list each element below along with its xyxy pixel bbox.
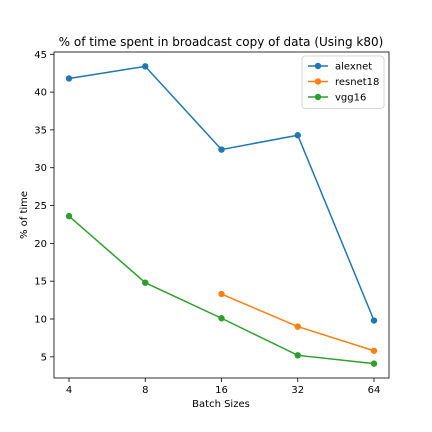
series-line (221, 293, 375, 352)
data-point (218, 146, 225, 153)
data-point (294, 323, 301, 330)
y-axis-title: % of time (19, 191, 30, 239)
legend-item-resnet18: resnet18 (308, 77, 379, 88)
y-tick-label: 25 (34, 201, 47, 212)
data-point (65, 75, 73, 82)
legend-marker (314, 78, 322, 85)
y-axis: 5 10 15 20 25 30 35 40 45 (34, 50, 54, 363)
legend: alexnet resnet18 vgg16 (301, 55, 385, 109)
data-point (370, 347, 378, 354)
data-point (370, 317, 378, 324)
data-point (370, 360, 378, 367)
series-alexnet (65, 63, 378, 324)
y-tick-label: 35 (34, 125, 47, 136)
legend-item-vgg16: vgg16 (308, 93, 366, 104)
y-tick-label: 10 (34, 315, 47, 326)
data-point (218, 315, 225, 322)
data-point (294, 352, 301, 359)
series-vgg16 (65, 212, 378, 367)
x-axis: 4 8 16 32 64 (66, 378, 381, 396)
chart-title: % of time spent in broadcast copy of dat… (59, 35, 384, 49)
x-tick-label: 8 (142, 385, 148, 396)
series-resnet18 (218, 290, 378, 354)
series-layer (65, 63, 378, 367)
data-point (142, 63, 149, 70)
legend-label: resnet18 (335, 77, 379, 88)
legend-item-alexnet: alexnet (308, 62, 372, 73)
y-tick-label: 20 (34, 239, 47, 250)
y-tick-label: 5 (41, 352, 47, 363)
legend-label: alexnet (335, 62, 372, 73)
x-axis-title: Batch Sizes (192, 399, 250, 410)
data-point (294, 132, 301, 139)
data-point (65, 212, 73, 220)
series-line (68, 215, 375, 365)
y-tick-label: 15 (34, 277, 47, 288)
y-tick-label: 30 (34, 163, 47, 174)
x-tick-label: 4 (66, 385, 72, 396)
legend-label: vgg16 (335, 93, 366, 104)
data-point (218, 290, 225, 298)
legend-frame (301, 55, 385, 109)
x-tick-label: 64 (368, 385, 381, 396)
legend-marker (314, 93, 322, 101)
data-point (142, 279, 149, 286)
y-tick-label: 40 (34, 88, 47, 99)
y-tick-label: 45 (34, 50, 47, 61)
legend-marker (314, 62, 322, 70)
x-tick-label: 32 (291, 385, 304, 396)
x-tick-label: 16 (215, 385, 228, 396)
